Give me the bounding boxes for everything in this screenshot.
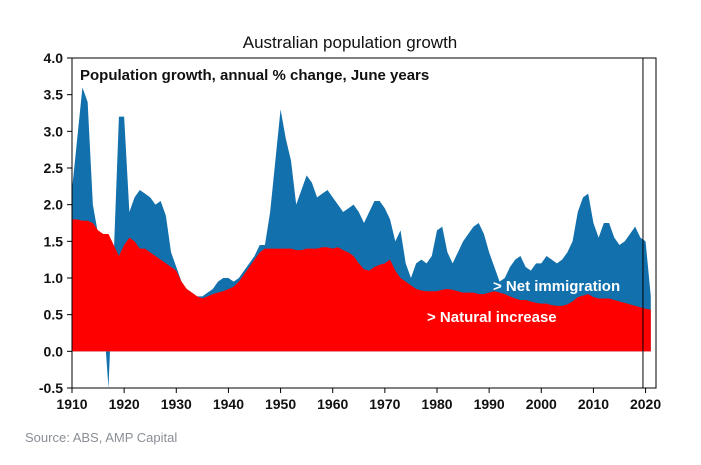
x-tick-label: 2020 [630, 396, 661, 412]
x-tick-label: 1970 [369, 396, 400, 412]
y-tick-label: 3.0 [44, 123, 64, 139]
x-tick-label: 1980 [421, 396, 452, 412]
y-tick-label: 2.5 [44, 160, 64, 176]
y-tick-label: 0.5 [44, 307, 64, 323]
y-tick-label: 0.0 [44, 343, 64, 359]
series-label-net-immigration: > Net immigration [493, 278, 620, 295]
y-tick-label: 2.0 [44, 197, 64, 213]
chart-subtitle: Population growth, annual % change, June… [80, 67, 429, 84]
x-tick-label: 2010 [578, 396, 609, 412]
x-tick-label: 1920 [109, 396, 140, 412]
y-tick-label: -0.5 [39, 380, 63, 396]
source-note: Source: ABS, AMP Capital [25, 430, 178, 445]
x-tick-label: 2000 [526, 396, 557, 412]
series-label-natural-increase: > Natural increase [427, 309, 557, 326]
plot-area [71, 57, 657, 389]
y-tick-label: 1.0 [44, 270, 64, 286]
plot-frame [71, 57, 657, 389]
y-tick-label: 3.5 [44, 87, 64, 103]
x-tick-label: 1910 [56, 396, 87, 412]
x-axis: 1910 1920 1930 1940 1950 1960 1970 1980 1990 2000… [56, 388, 661, 412]
x-tick-label: 1940 [213, 396, 244, 412]
y-tick-label: 4.0 [44, 50, 64, 66]
area-natural-increase [72, 219, 651, 352]
y-axis: 4.0 3.5 3.0 2.5 2.0 1.5 1.0 0.5 0.0 -0.5 [39, 50, 72, 396]
x-tick-label: 1990 [474, 396, 505, 412]
x-tick-label: 1930 [161, 396, 192, 412]
x-tick-label: 1960 [317, 396, 348, 412]
y-tick-label: 1.5 [44, 233, 64, 249]
x-tick-label: 1950 [265, 396, 296, 412]
chart-title: Australian population growth [243, 33, 458, 52]
